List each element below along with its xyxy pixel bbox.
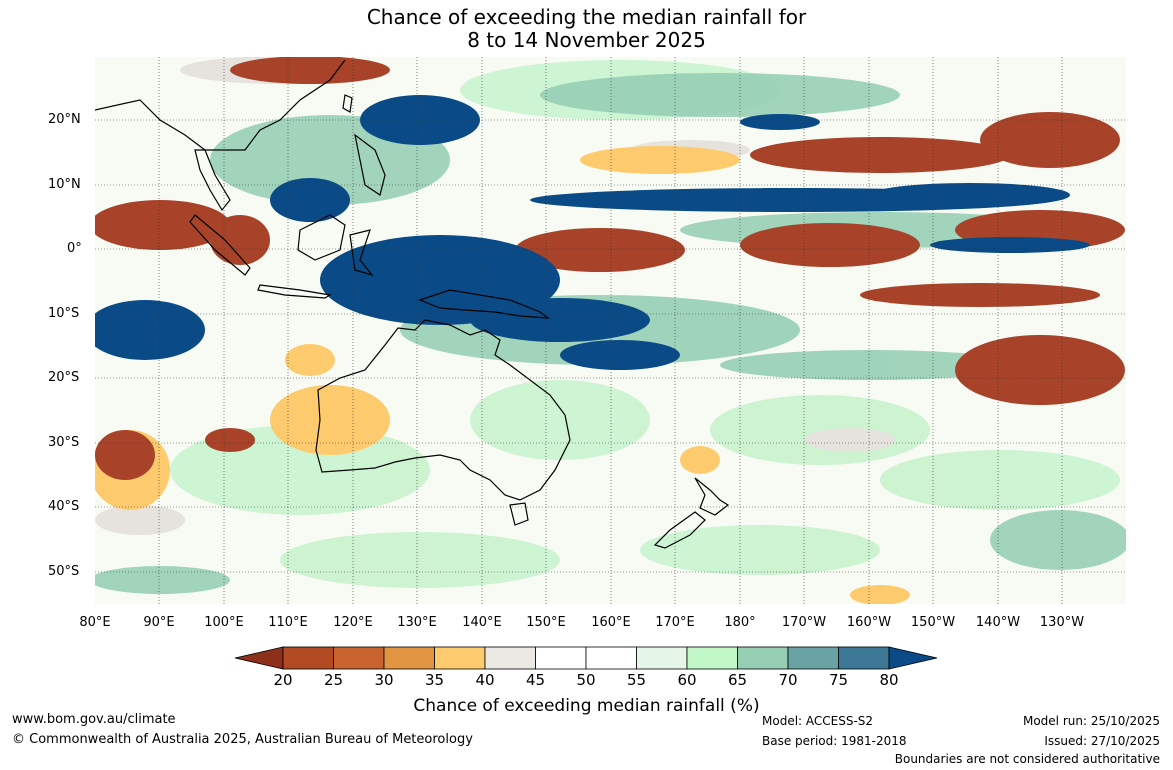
colorbar-tick-label: 40	[475, 671, 495, 689]
colorbar-tick-label: 50	[576, 671, 596, 689]
x-tick-label: 120°E	[333, 615, 373, 630]
colorbar-arrow-low	[234, 646, 284, 670]
colorbar-arrow-high	[888, 646, 938, 670]
colorbar-tick-label: 30	[374, 671, 394, 689]
colorbar-swatch	[333, 646, 385, 670]
colorbar-tick-label: 45	[525, 671, 546, 689]
x-tick-label: 150°W	[910, 615, 956, 630]
x-tick-label: 150°E	[526, 615, 566, 630]
y-tick-label: 20°S	[48, 370, 80, 385]
colorbar-swatches	[234, 646, 938, 670]
asia-coastline	[95, 59, 346, 212]
x-tick-label: 80°E	[79, 615, 111, 630]
colorbar-swatch	[787, 646, 839, 670]
colorbar-swatch	[282, 646, 334, 670]
x-tick-label: 170°E	[655, 615, 695, 630]
philippines-coastline	[354, 133, 386, 196]
x-tick-label: 130°W	[1039, 615, 1085, 630]
graticule	[95, 57, 1126, 604]
colorbar-swatch	[434, 646, 486, 670]
y-tick-label: 0°	[67, 241, 82, 256]
colorbar-swatch	[535, 646, 587, 670]
x-tick-label: 140°W	[975, 615, 1021, 630]
x-tick-label: 130°E	[397, 615, 437, 630]
x-tick-label: 160°E	[591, 615, 631, 630]
coastlines	[95, 59, 730, 549]
new-guinea-coastline	[418, 289, 550, 319]
model-run-date: Model run: 25/10/2025	[1022, 714, 1160, 728]
tasmania-coastline	[509, 502, 529, 526]
brown-dry-bands	[95, 57, 1125, 480]
x-tick-label: 170°W	[781, 615, 827, 630]
australia-coastline	[315, 319, 571, 501]
new-zealand-north-coastline	[694, 477, 730, 516]
x-tick-label: 90°E	[143, 615, 175, 630]
colorbar-swatch	[585, 646, 637, 670]
x-tick-label: 160°W	[846, 615, 892, 630]
sumatra-coastline	[189, 214, 251, 276]
colorbar-tick-label: 60	[677, 671, 697, 689]
colorbar-tick-label: 55	[626, 671, 647, 689]
y-tick-label: 10°N	[48, 177, 81, 192]
new-zealand-south-coastline	[653, 511, 706, 549]
colorbar-tick-label: 65	[727, 671, 748, 689]
copyright-text: © Commonwealth of Australia 2025, Austra…	[12, 732, 473, 747]
y-tick-label: 30°S	[48, 435, 80, 450]
colorbar-tick-label: 75	[828, 671, 849, 689]
blue-wet-bands	[95, 95, 1090, 370]
colorbar-swatch	[838, 646, 890, 670]
borneo-coastline	[297, 214, 346, 261]
java-coastline	[257, 284, 332, 299]
colorbar-tick-label: 25	[323, 671, 344, 689]
model-name: Model: ACCESS-S2	[762, 714, 874, 728]
boundaries-disclaimer: Boundaries are not considered authoritat…	[894, 752, 1160, 766]
colorbar-swatch	[383, 646, 435, 670]
issued-date: Issued: 27/10/2025	[1044, 734, 1160, 748]
colorbar-tick-label: 35	[424, 671, 445, 689]
map-title-line1: Chance of exceeding the median rainfall …	[366, 5, 807, 29]
y-tick-label: 40°S	[48, 499, 80, 514]
y-tick-label: 10°S	[48, 306, 80, 321]
x-tick-label: 180°	[724, 615, 756, 630]
y-tick-label: 50°S	[48, 564, 80, 579]
colorbar-swatch	[686, 646, 738, 670]
x-tick-label: 100°E	[204, 615, 244, 630]
colorbar-swatch	[636, 646, 688, 670]
taiwan-coastline	[342, 94, 353, 113]
colorbar-label: Chance of exceeding median rainfall (%)	[413, 696, 760, 716]
site-url[interactable]: www.bom.gov.au/climate	[12, 712, 176, 727]
base-period: Base period: 1981-2018	[762, 734, 907, 748]
colorbar-tick-label: 80	[879, 671, 899, 689]
x-tick-label: 140°E	[462, 615, 502, 630]
map-title-line2: 8 to 14 November 2025	[467, 28, 706, 52]
sulawesi-coastline	[349, 229, 374, 277]
colorbar-tick-label: 70	[778, 671, 798, 689]
colorbar-tick-label: 20	[273, 671, 293, 689]
y-tick-label: 20°N	[48, 112, 81, 127]
colorbar-swatch	[484, 646, 536, 670]
x-tick-label: 110°E	[268, 615, 308, 630]
colorbar-swatch	[737, 646, 789, 670]
